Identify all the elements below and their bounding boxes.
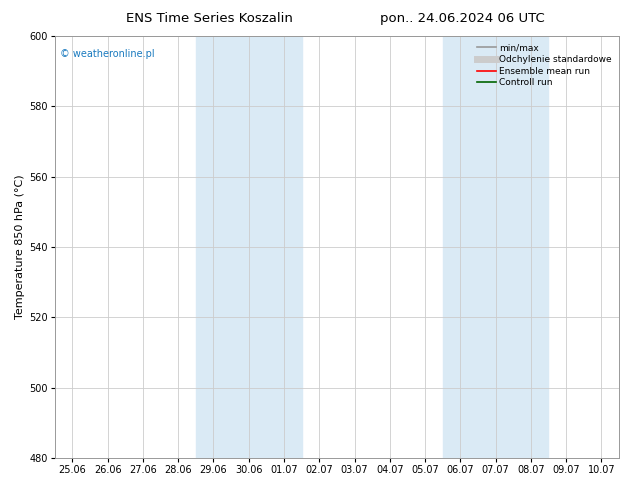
Text: © weatheronline.pl: © weatheronline.pl — [60, 49, 155, 59]
Bar — [443, 36, 548, 458]
Text: pon.. 24.06.2024 06 UTC: pon.. 24.06.2024 06 UTC — [380, 12, 545, 25]
Text: ENS Time Series Koszalin: ENS Time Series Koszalin — [126, 12, 293, 25]
Legend: min/max, Odchylenie standardowe, Ensemble mean run, Controll run: min/max, Odchylenie standardowe, Ensembl… — [475, 41, 614, 90]
Bar — [196, 36, 302, 458]
Y-axis label: Temperature 850 hPa (°C): Temperature 850 hPa (°C) — [15, 175, 25, 319]
